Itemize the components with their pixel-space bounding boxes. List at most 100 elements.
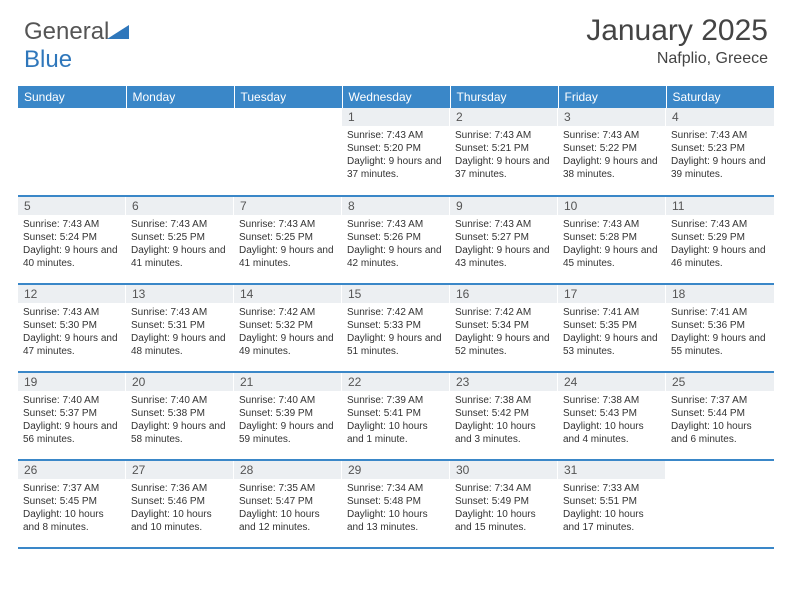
calendar-day-cell <box>666 460 774 548</box>
sunrise-text: Sunrise: 7:43 AM <box>239 218 337 231</box>
daylight-text: Daylight: 9 hours and 42 minutes. <box>347 244 445 270</box>
sunset-text: Sunset: 5:39 PM <box>239 407 337 420</box>
daylight-text: Daylight: 9 hours and 41 minutes. <box>239 244 337 270</box>
daylight-text: Daylight: 10 hours and 17 minutes. <box>563 508 661 534</box>
day-number: 13 <box>126 285 234 303</box>
day-number: 6 <box>126 197 234 215</box>
sunset-text: Sunset: 5:36 PM <box>671 319 769 332</box>
daylight-text: Daylight: 9 hours and 47 minutes. <box>23 332 121 358</box>
calendar-day-cell: 6Sunrise: 7:43 AMSunset: 5:25 PMDaylight… <box>126 196 234 284</box>
sunset-text: Sunset: 5:29 PM <box>671 231 769 244</box>
day-number: 24 <box>558 373 666 391</box>
daylight-text: Daylight: 9 hours and 37 minutes. <box>347 155 445 181</box>
sunrise-text: Sunrise: 7:40 AM <box>131 394 229 407</box>
day-number: 28 <box>234 461 342 479</box>
day-number: 15 <box>342 285 450 303</box>
calendar-day-cell: 28Sunrise: 7:35 AMSunset: 5:47 PMDayligh… <box>234 460 342 548</box>
day-number <box>126 108 234 126</box>
calendar-day-cell: 21Sunrise: 7:40 AMSunset: 5:39 PMDayligh… <box>234 372 342 460</box>
daylight-text: Daylight: 10 hours and 15 minutes. <box>455 508 553 534</box>
day-number: 22 <box>342 373 450 391</box>
day-details: Sunrise: 7:42 AMSunset: 5:33 PMDaylight:… <box>342 303 450 362</box>
calendar-day-cell: 10Sunrise: 7:43 AMSunset: 5:28 PMDayligh… <box>558 196 666 284</box>
day-of-week-row: SundayMondayTuesdayWednesdayThursdayFrid… <box>18 86 774 108</box>
day-of-week-header: Tuesday <box>234 86 342 108</box>
day-number: 27 <box>126 461 234 479</box>
daylight-text: Daylight: 9 hours and 59 minutes. <box>239 420 337 446</box>
calendar-day-cell <box>234 108 342 196</box>
day-number: 19 <box>18 373 126 391</box>
daylight-text: Daylight: 10 hours and 12 minutes. <box>239 508 337 534</box>
daylight-text: Daylight: 9 hours and 43 minutes. <box>455 244 553 270</box>
sunrise-text: Sunrise: 7:38 AM <box>455 394 553 407</box>
day-number: 11 <box>666 197 774 215</box>
calendar-day-cell: 31Sunrise: 7:33 AMSunset: 5:51 PMDayligh… <box>558 460 666 548</box>
calendar-day-cell: 30Sunrise: 7:34 AMSunset: 5:49 PMDayligh… <box>450 460 558 548</box>
calendar-day-cell: 19Sunrise: 7:40 AMSunset: 5:37 PMDayligh… <box>18 372 126 460</box>
sunset-text: Sunset: 5:26 PM <box>347 231 445 244</box>
day-details: Sunrise: 7:40 AMSunset: 5:37 PMDaylight:… <box>18 391 126 450</box>
day-of-week-header: Friday <box>558 86 666 108</box>
daylight-text: Daylight: 10 hours and 4 minutes. <box>563 420 661 446</box>
sunset-text: Sunset: 5:20 PM <box>347 142 445 155</box>
calendar-day-cell: 13Sunrise: 7:43 AMSunset: 5:31 PMDayligh… <box>126 284 234 372</box>
daylight-text: Daylight: 9 hours and 52 minutes. <box>455 332 553 358</box>
page-subtitle: Nafplio, Greece <box>586 50 768 68</box>
daylight-text: Daylight: 9 hours and 38 minutes. <box>563 155 661 181</box>
daylight-text: Daylight: 10 hours and 3 minutes. <box>455 420 553 446</box>
sunrise-text: Sunrise: 7:42 AM <box>347 306 445 319</box>
sunset-text: Sunset: 5:37 PM <box>23 407 121 420</box>
day-details: Sunrise: 7:43 AMSunset: 5:21 PMDaylight:… <box>450 126 558 185</box>
calendar-day-cell: 25Sunrise: 7:37 AMSunset: 5:44 PMDayligh… <box>666 372 774 460</box>
day-details: Sunrise: 7:34 AMSunset: 5:49 PMDaylight:… <box>450 479 558 538</box>
sunrise-text: Sunrise: 7:37 AM <box>671 394 769 407</box>
sunset-text: Sunset: 5:38 PM <box>131 407 229 420</box>
day-details: Sunrise: 7:43 AMSunset: 5:30 PMDaylight:… <box>18 303 126 362</box>
calendar-day-cell: 26Sunrise: 7:37 AMSunset: 5:45 PMDayligh… <box>18 460 126 548</box>
daylight-text: Daylight: 10 hours and 8 minutes. <box>23 508 121 534</box>
day-number: 21 <box>234 373 342 391</box>
day-number: 3 <box>558 108 666 126</box>
sunset-text: Sunset: 5:27 PM <box>455 231 553 244</box>
day-number: 23 <box>450 373 558 391</box>
sunrise-text: Sunrise: 7:43 AM <box>347 218 445 231</box>
calendar-day-cell: 27Sunrise: 7:36 AMSunset: 5:46 PMDayligh… <box>126 460 234 548</box>
day-of-week-header: Sunday <box>18 86 126 108</box>
day-details: Sunrise: 7:43 AMSunset: 5:20 PMDaylight:… <box>342 126 450 185</box>
daylight-text: Daylight: 10 hours and 6 minutes. <box>671 420 769 446</box>
day-details: Sunrise: 7:43 AMSunset: 5:23 PMDaylight:… <box>666 126 774 185</box>
sunrise-text: Sunrise: 7:43 AM <box>455 218 553 231</box>
sunset-text: Sunset: 5:45 PM <box>23 495 121 508</box>
sunset-text: Sunset: 5:32 PM <box>239 319 337 332</box>
day-number: 10 <box>558 197 666 215</box>
calendar-day-cell: 29Sunrise: 7:34 AMSunset: 5:48 PMDayligh… <box>342 460 450 548</box>
sunrise-text: Sunrise: 7:39 AM <box>347 394 445 407</box>
calendar-day-cell: 5Sunrise: 7:43 AMSunset: 5:24 PMDaylight… <box>18 196 126 284</box>
daylight-text: Daylight: 10 hours and 10 minutes. <box>131 508 229 534</box>
sunrise-text: Sunrise: 7:43 AM <box>23 306 121 319</box>
calendar-day-cell: 7Sunrise: 7:43 AMSunset: 5:25 PMDaylight… <box>234 196 342 284</box>
calendar-day-cell: 11Sunrise: 7:43 AMSunset: 5:29 PMDayligh… <box>666 196 774 284</box>
sunset-text: Sunset: 5:21 PM <box>455 142 553 155</box>
calendar-day-cell: 18Sunrise: 7:41 AMSunset: 5:36 PMDayligh… <box>666 284 774 372</box>
day-details: Sunrise: 7:41 AMSunset: 5:36 PMDaylight:… <box>666 303 774 362</box>
day-number: 18 <box>666 285 774 303</box>
sunset-text: Sunset: 5:28 PM <box>563 231 661 244</box>
brand-logo: General Blue <box>24 18 129 74</box>
day-details: Sunrise: 7:40 AMSunset: 5:38 PMDaylight:… <box>126 391 234 450</box>
day-number <box>234 108 342 126</box>
calendar-day-cell: 22Sunrise: 7:39 AMSunset: 5:41 PMDayligh… <box>342 372 450 460</box>
sunset-text: Sunset: 5:44 PM <box>671 407 769 420</box>
sunset-text: Sunset: 5:41 PM <box>347 407 445 420</box>
sunrise-text: Sunrise: 7:34 AM <box>455 482 553 495</box>
sunset-text: Sunset: 5:34 PM <box>455 319 553 332</box>
daylight-text: Daylight: 9 hours and 45 minutes. <box>563 244 661 270</box>
day-number: 1 <box>342 108 450 126</box>
sunrise-text: Sunrise: 7:33 AM <box>563 482 661 495</box>
day-details: Sunrise: 7:43 AMSunset: 5:27 PMDaylight:… <box>450 215 558 274</box>
sunset-text: Sunset: 5:22 PM <box>563 142 661 155</box>
day-number: 16 <box>450 285 558 303</box>
daylight-text: Daylight: 9 hours and 41 minutes. <box>131 244 229 270</box>
sunrise-text: Sunrise: 7:41 AM <box>671 306 769 319</box>
day-details: Sunrise: 7:43 AMSunset: 5:28 PMDaylight:… <box>558 215 666 274</box>
